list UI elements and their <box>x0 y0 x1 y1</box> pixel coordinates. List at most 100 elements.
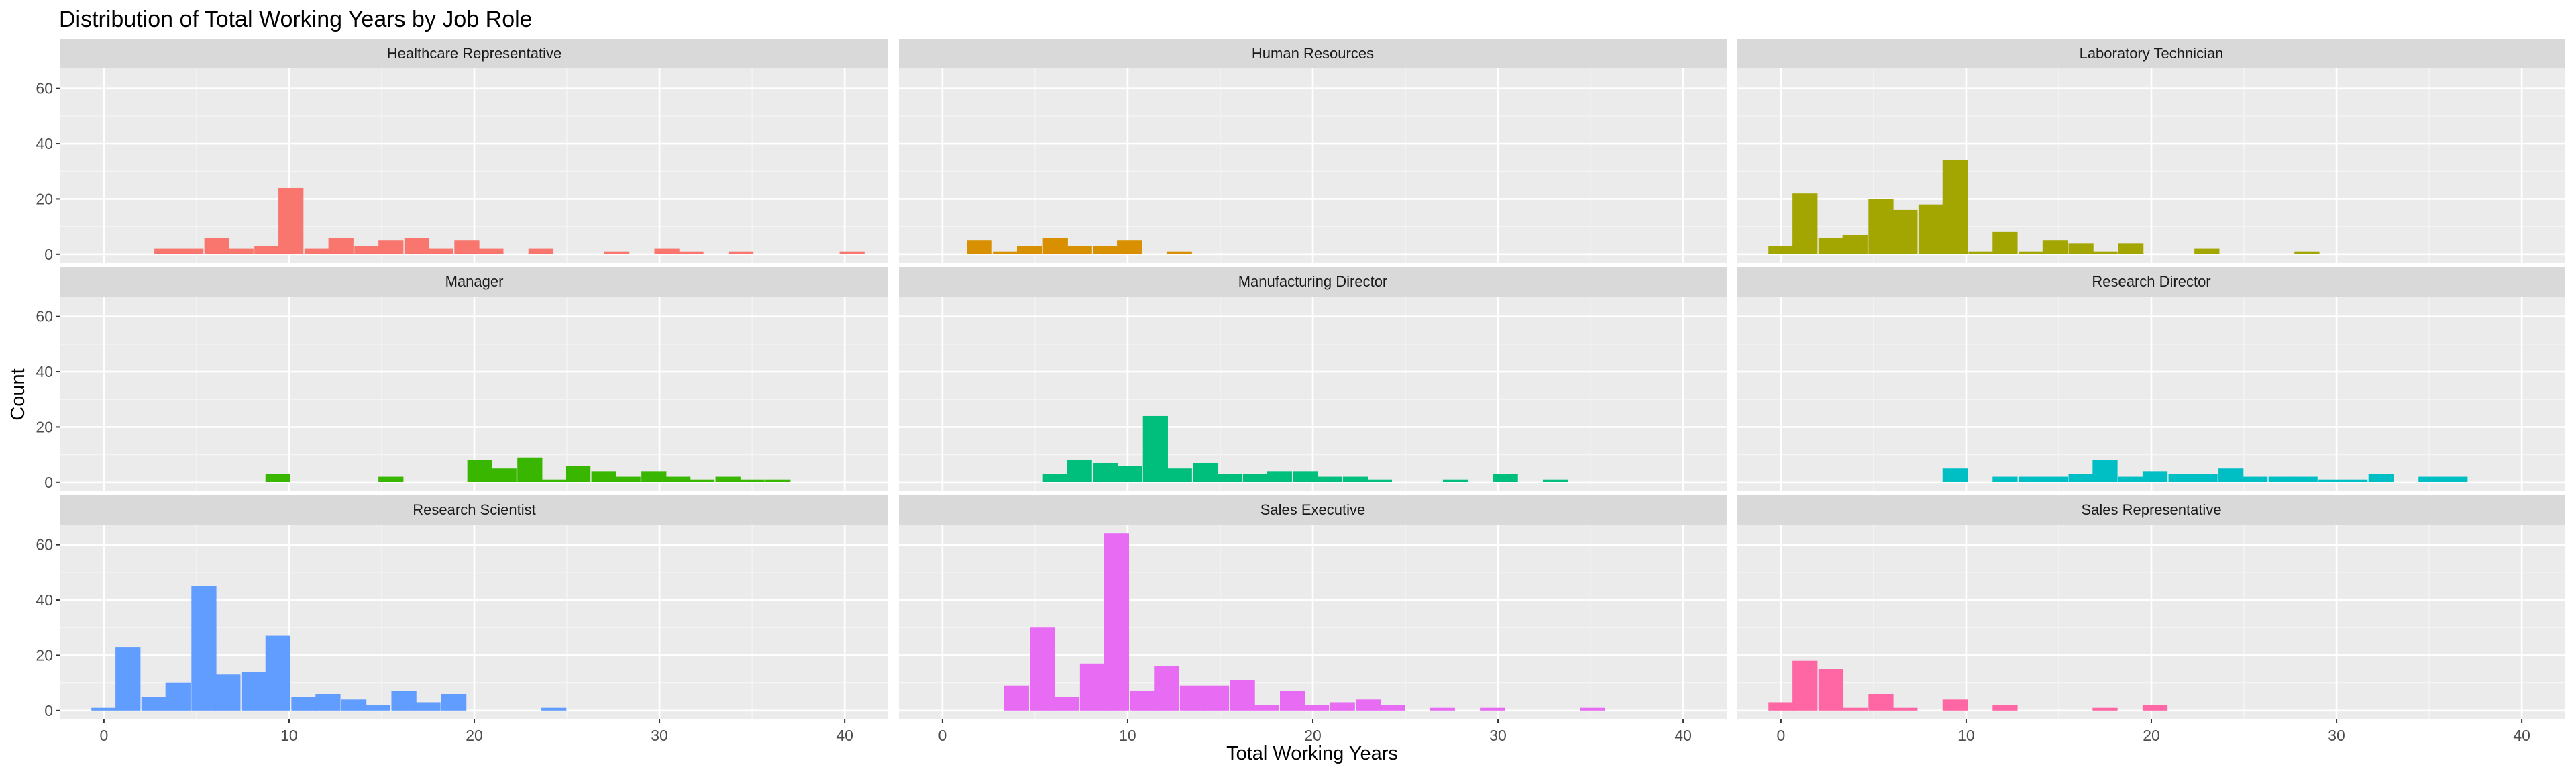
histogram-bar <box>2092 460 2118 482</box>
histogram-bar <box>1356 699 1381 711</box>
histogram-bar <box>404 238 430 254</box>
histogram-bar <box>1054 697 1079 711</box>
histogram-bar <box>2268 476 2294 482</box>
histogram-bar <box>615 476 641 482</box>
histogram-bar <box>2118 476 2144 482</box>
histogram-bar <box>1818 238 1844 254</box>
histogram-bar <box>191 586 217 711</box>
histogram-bar <box>2443 476 2468 482</box>
histogram-bar <box>1093 246 1118 254</box>
histogram-bar <box>378 476 404 482</box>
y-tick-label: 20 <box>36 418 53 435</box>
histogram-bar <box>1918 204 1944 254</box>
histogram-bar <box>91 707 117 711</box>
x-tick-label: 30 <box>1489 727 1507 744</box>
histogram-bar <box>428 248 453 254</box>
facet-label: Research Director <box>2092 273 2210 290</box>
x-tick-label: 20 <box>466 727 483 744</box>
histogram-bar <box>1303 705 1330 711</box>
facet-label: Manufacturing Director <box>1238 273 1388 290</box>
histogram-bar <box>154 248 180 254</box>
y-tick-label: 20 <box>36 646 53 664</box>
histogram-bar <box>2318 479 2344 482</box>
facet-strip <box>1737 39 2565 68</box>
x-tick-label: 10 <box>280 727 298 744</box>
y-tick-label: 40 <box>36 135 53 152</box>
histogram-bar <box>1217 474 1242 482</box>
histogram-bar <box>315 694 341 711</box>
histogram-bar <box>1942 699 1968 711</box>
facet-label: Manager <box>445 273 504 290</box>
histogram-bar <box>1792 193 1818 254</box>
histogram-bar <box>765 479 791 482</box>
histogram-bar <box>265 474 291 482</box>
facet-label: Research Scientist <box>413 501 535 518</box>
x-tick-label: 10 <box>1957 727 1975 744</box>
histogram-bar <box>2092 707 2118 711</box>
histogram-bar <box>2018 251 2044 254</box>
facet-label: Healthcare Representative <box>387 45 561 62</box>
histogram-bar <box>391 690 417 711</box>
histogram-bar <box>2068 474 2094 482</box>
histogram-bar <box>1317 476 1342 482</box>
histogram-bar <box>604 251 630 254</box>
histogram-bar <box>1030 627 1055 711</box>
histogram-bar <box>1842 234 1868 254</box>
x-tick-label: 0 <box>938 727 947 744</box>
facet-label: Sales Representative <box>2081 501 2221 518</box>
histogram-bar <box>328 238 354 254</box>
histogram-bar <box>141 697 167 711</box>
histogram-bar <box>1042 474 1068 482</box>
histogram-bar <box>1142 415 1168 482</box>
histogram-bar <box>2142 705 2168 711</box>
facet-strip <box>899 267 1727 297</box>
histogram-bar <box>2042 240 2068 254</box>
x-tick-label: 0 <box>1776 727 1785 744</box>
histogram-bar <box>115 647 141 711</box>
histogram-bar <box>2018 476 2044 482</box>
x-tick-label: 40 <box>836 727 853 744</box>
histogram-bar <box>1818 669 1844 711</box>
histogram-bar <box>228 248 254 254</box>
histogram-bar <box>2343 479 2368 482</box>
histogram-bar <box>1768 702 1794 711</box>
x-tick-label: 20 <box>1304 727 1322 744</box>
facet-label: Sales Executive <box>1260 501 1366 518</box>
histogram-bar <box>241 672 267 711</box>
x-tick-label: 30 <box>2328 727 2345 744</box>
histogram-bar <box>2068 243 2094 254</box>
histogram-bar <box>491 468 517 482</box>
histogram-bar <box>1892 707 1918 711</box>
histogram-bar <box>1067 460 1092 482</box>
y-tick-label: 0 <box>44 702 53 719</box>
histogram-bar <box>1167 468 1192 482</box>
histogram-bar <box>1330 702 1355 711</box>
histogram-bar <box>1892 209 1918 254</box>
histogram-bar <box>1992 231 2018 254</box>
histogram-bar <box>1942 468 1968 482</box>
histogram-bar <box>265 635 291 711</box>
x-tick-label: 40 <box>2513 727 2530 744</box>
facet-label: Laboratory Technician <box>2080 45 2224 62</box>
facet-strip <box>1737 267 2565 297</box>
histogram-bar <box>1267 471 1292 482</box>
x-axis-title: Total Working Years <box>1226 743 1398 764</box>
histogram-bar <box>1842 707 1868 711</box>
histogram-bar <box>728 251 754 254</box>
histogram-bar <box>1968 251 1994 254</box>
histogram-bar <box>1942 160 1968 254</box>
histogram-bar <box>1430 707 1455 711</box>
histogram-bar <box>2194 248 2220 254</box>
y-tick-label: 60 <box>36 80 53 97</box>
y-tick-label: 60 <box>36 308 53 325</box>
histogram-bar <box>2242 476 2268 482</box>
histogram-bar <box>2418 476 2444 482</box>
histogram-bar <box>1193 462 1218 482</box>
histogram-bar <box>967 240 992 254</box>
histogram-bar <box>254 246 280 254</box>
histogram-bar <box>1004 685 1029 711</box>
x-tick-label: 30 <box>651 727 668 744</box>
histogram-bar <box>1293 471 1318 482</box>
histogram-bar <box>2218 468 2244 482</box>
x-tick-label: 0 <box>99 727 108 744</box>
